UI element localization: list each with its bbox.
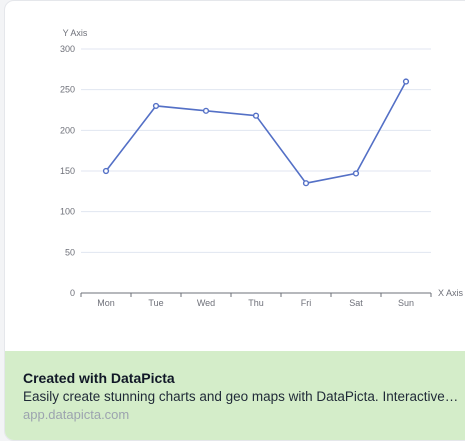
line-chart: 0 50 100 150 200 250 300 Mon Tue Wed Thu Fri Sat Sun…	[60, 28, 464, 308]
y-tick-label: 100	[60, 207, 75, 217]
data-point-fri[interactable]	[302, 180, 310, 187]
x-axis-label: X Axis	[438, 288, 464, 298]
x-tick-label: Wed	[197, 298, 215, 308]
x-tick-label: Fri	[301, 298, 312, 308]
data-point-mon[interactable]	[102, 167, 110, 175]
y-axis-label: Y Axis	[63, 28, 88, 38]
banner-title: Created with DataPicta	[23, 370, 175, 386]
chart-card: 0 50 100 150 200 250 300 Mon Tue Wed Thu Fri Sat Sun…	[4, 0, 465, 441]
y-tick-label: 250	[60, 85, 75, 95]
data-point-tue[interactable]	[152, 102, 160, 110]
y-tick-labels: 0 50 100 150 200 250 300	[60, 44, 75, 298]
x-tick-label: Sun	[398, 298, 414, 308]
x-tick-marks	[80, 293, 432, 297]
banner-description: Easily create stunning charts and geo ma…	[23, 389, 459, 404]
data-point-wed[interactable]	[202, 107, 210, 114]
x-tick-label: Sat	[349, 298, 363, 308]
x-tick-label: Tue	[148, 298, 163, 308]
x-tick-labels: Mon Tue Wed Thu Fri Sat Sun	[97, 298, 414, 308]
x-tick-label: Thu	[248, 298, 264, 308]
banner-url[interactable]: app.datapicta.com	[23, 407, 130, 422]
y-tick-label: 300	[60, 44, 75, 54]
data-point-sun[interactable]	[402, 78, 410, 85]
grid-lines	[81, 48, 431, 253]
series-line	[105, 81, 407, 185]
y-tick-label: 150	[60, 166, 75, 176]
data-points	[102, 78, 410, 187]
y-tick-label: 50	[65, 247, 75, 257]
y-tick-label: 200	[60, 125, 75, 135]
chart-area: 0 50 100 150 200 250 300 Mon Tue Wed Thu Fri Sat Sun…	[5, 1, 465, 351]
x-tick-label: Mon	[97, 298, 115, 308]
y-tick-label: 0	[70, 288, 75, 298]
data-point-thu[interactable]	[252, 112, 260, 119]
attribution-banner[interactable]: Created with DataPicta Easily create stu…	[5, 351, 465, 440]
data-point-sat[interactable]	[352, 170, 360, 177]
